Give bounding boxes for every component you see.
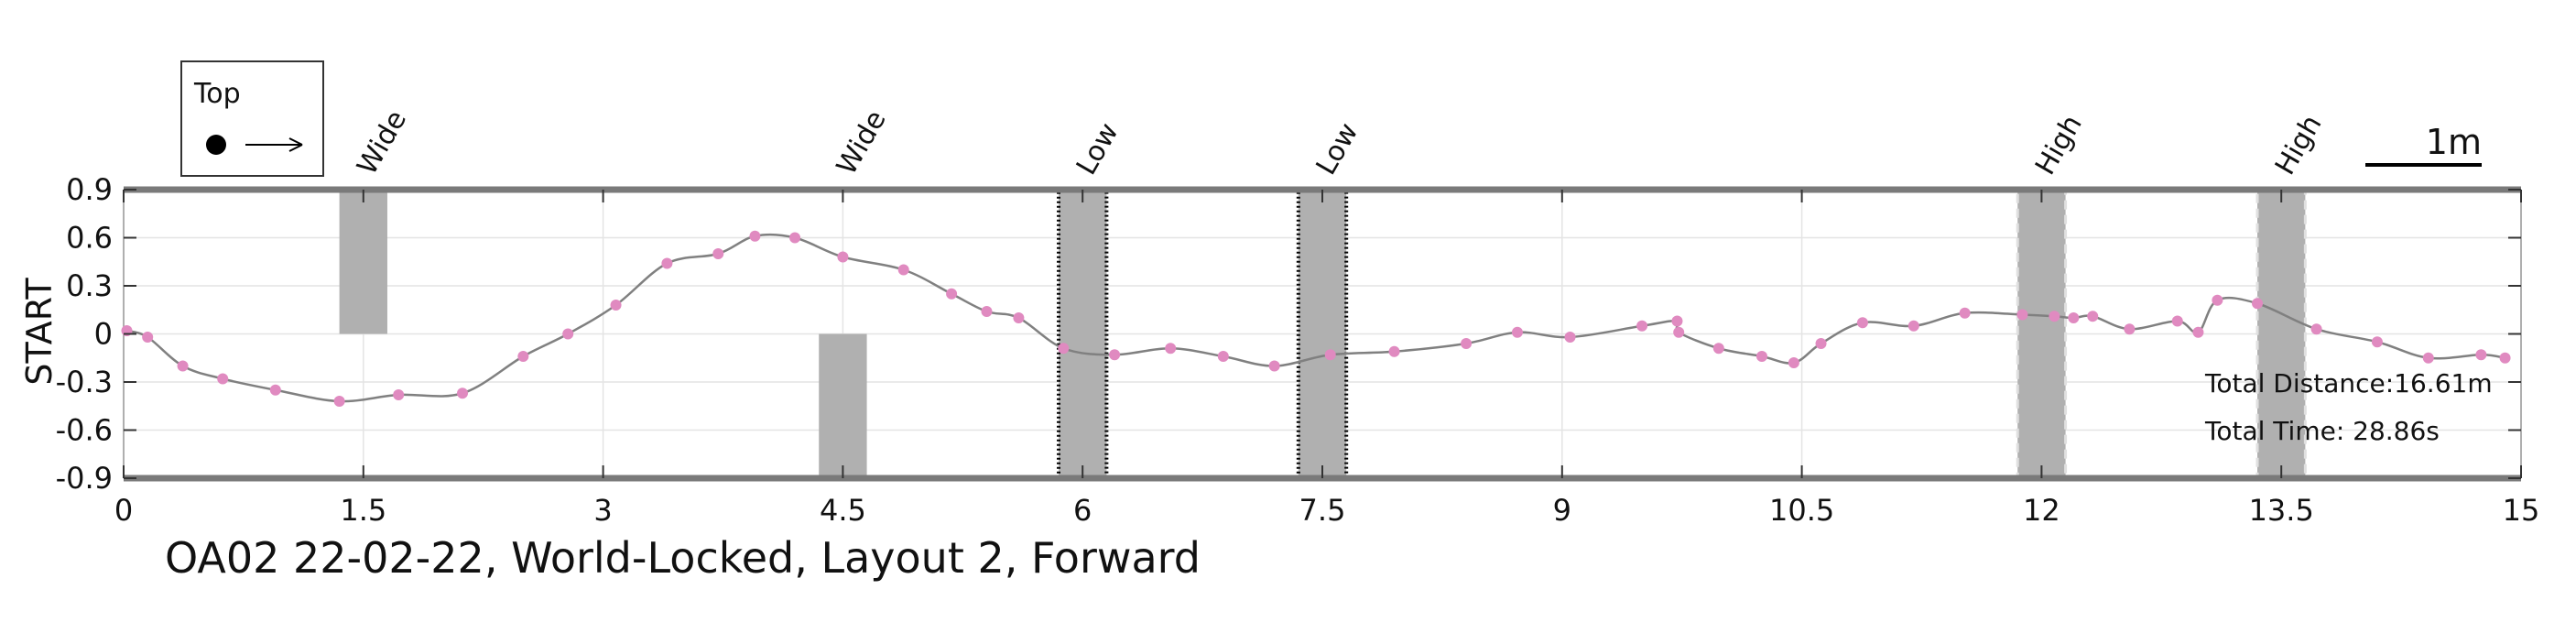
trajectory-point <box>517 351 529 362</box>
trajectory-point <box>1671 315 1683 327</box>
trajectory-point <box>1788 357 1799 368</box>
trajectory-point <box>1461 338 1473 349</box>
trajectory-point <box>2171 315 2183 327</box>
trajectory-point <box>2087 311 2099 322</box>
x-tick-label: 1.5 <box>340 493 386 528</box>
trajectory-point <box>1908 320 1919 332</box>
trajectory-point <box>2422 352 2434 364</box>
trajectory-point <box>217 373 229 385</box>
trajectory-point <box>1673 326 1685 338</box>
legend-arrowhead-icon <box>288 137 303 152</box>
trajectory-point <box>2192 326 2204 338</box>
obstacle-label: High <box>2269 110 2329 180</box>
trajectory-point <box>2499 352 2511 364</box>
trajectory-point <box>1511 326 1523 338</box>
trajectory-point <box>562 328 574 340</box>
obstacle-label: Low <box>1071 117 1125 180</box>
trajectory-point <box>1564 332 1576 343</box>
trajectory <box>121 230 2511 407</box>
legend: Top <box>180 60 324 177</box>
x-tick-label: 3 <box>593 493 612 528</box>
trajectory-point <box>1636 320 1648 332</box>
trajectory-point <box>1109 349 1121 361</box>
trajectory-point <box>837 251 849 263</box>
axis-ticks: 0 1.5 3 4.5 6 7.5 9 10.5 12 13.5 15 0.9 0.6 0.3 0 -0.3 -… <box>56 172 2540 528</box>
y-tick-label: 0.6 <box>66 221 113 256</box>
chart-title: OA02 22-02-22, World-Locked, Layout 2, F… <box>165 533 1201 583</box>
trajectory-point <box>1217 351 1229 362</box>
y-axis-label: START <box>19 278 60 386</box>
trajectory-point <box>2212 294 2223 306</box>
trajectory-point <box>393 389 405 400</box>
x-tick-label: 12 <box>2023 493 2060 528</box>
scale-bar-label: 1m <box>2426 122 2482 162</box>
legend-box <box>180 60 324 177</box>
trajectory-point <box>661 257 673 269</box>
trajectory-point <box>1058 343 1070 355</box>
obstacle-label: Low <box>1310 117 1365 180</box>
trajectory-point <box>177 360 189 372</box>
trajectory-point <box>981 306 993 317</box>
obstacle-wide <box>339 190 387 334</box>
trajectory-point <box>2475 349 2487 361</box>
x-tick-label: 7.5 <box>1299 493 1346 528</box>
x-tick-label: 9 <box>1553 493 1571 528</box>
obstacle-high <box>2016 188 2068 480</box>
trajectory-point <box>610 300 622 311</box>
total-distance-annotation: Total Distance:16.61m <box>2204 368 2493 398</box>
trajectory-point <box>333 396 345 407</box>
obstacle-label: Wide <box>351 105 413 180</box>
trajectory-point <box>457 387 469 399</box>
x-tick-label: 15 <box>2503 493 2540 528</box>
trajectory-point <box>2068 312 2080 323</box>
trajectory-point <box>1856 317 1868 329</box>
obstacle-wide <box>819 333 867 478</box>
obstacle-low <box>1296 188 1349 480</box>
obstacle-low <box>1057 188 1109 480</box>
trajectory-point <box>2252 298 2264 310</box>
trajectory-point <box>1388 345 1400 357</box>
trajectory-point <box>2124 323 2136 335</box>
trajectory-point <box>2310 323 2322 335</box>
x-tick-label: 4.5 <box>820 493 866 528</box>
trajectory-point <box>712 248 724 259</box>
trajectory-point <box>1712 343 1724 355</box>
trajectory-point <box>1268 360 1280 372</box>
scale-bar: 1m <box>2365 122 2482 167</box>
x-tick-label: 0 <box>114 493 133 528</box>
y-tick-label: -0.3 <box>56 365 113 399</box>
trajectory-point <box>1165 343 1177 355</box>
trajectory-point <box>142 332 154 343</box>
trajectory-point <box>2049 311 2060 322</box>
y-tick-label: -0.9 <box>56 461 113 496</box>
trajectory-point <box>946 288 958 300</box>
trajectory-point <box>1959 307 1971 319</box>
legend-label: Top <box>193 78 241 110</box>
y-tick-label: 0.9 <box>66 172 113 207</box>
y-tick-label: 0 <box>94 317 113 352</box>
trajectory-point <box>2371 336 2383 348</box>
trajectory-point <box>2016 309 2028 321</box>
y-tick-label: 0.3 <box>66 268 113 303</box>
trajectory-point <box>789 232 801 244</box>
total-time-annotation: Total Time: 28.86s <box>2204 416 2440 446</box>
x-tick-label: 13.5 <box>2249 493 2314 528</box>
trajectory-point <box>1755 351 1767 362</box>
trajectory-point <box>897 264 909 276</box>
trajectory-point <box>1815 338 1827 349</box>
obstacles: Wide Wide Low Low High High <box>339 105 2329 480</box>
obstacle-label: Wide <box>831 105 893 180</box>
y-tick-label: -0.6 <box>56 413 113 448</box>
x-tick-label: 6 <box>1073 493 1092 528</box>
obstacle-label: High <box>2029 110 2089 180</box>
trajectory-point <box>749 230 761 242</box>
trajectory-point <box>1013 312 1025 323</box>
legend-marker-icon <box>206 135 226 155</box>
trajectory-point <box>1324 349 1336 361</box>
trajectory-point <box>269 384 281 396</box>
x-tick-label: 10.5 <box>1769 493 1834 528</box>
